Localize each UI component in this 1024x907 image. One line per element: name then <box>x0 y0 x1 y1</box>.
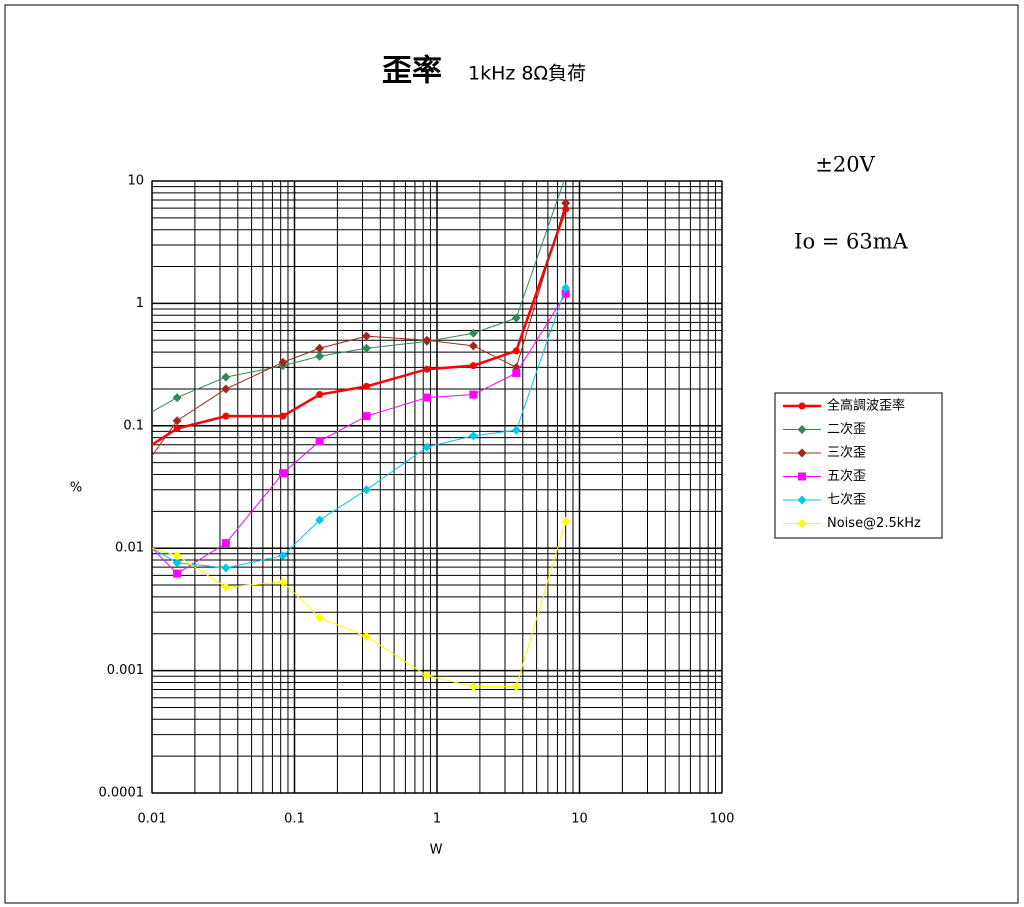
marker <box>797 495 807 505</box>
marker <box>362 412 371 421</box>
marker <box>512 369 521 378</box>
marker <box>361 343 371 353</box>
legend-label: 全高調波歪率 <box>827 398 905 414</box>
marker <box>797 519 807 528</box>
marker <box>797 425 807 434</box>
marker <box>172 393 182 403</box>
marker <box>173 425 181 433</box>
marker <box>221 384 231 394</box>
marker <box>469 390 478 399</box>
x-tick-label: 100 <box>710 812 735 827</box>
marker <box>278 551 288 561</box>
marker <box>798 472 806 481</box>
legend-label: Noise@2.5kHz <box>827 516 921 531</box>
legend-label: 二次歪 <box>827 421 866 437</box>
marker <box>173 569 182 578</box>
marker <box>361 485 371 495</box>
marker <box>468 341 478 351</box>
marker <box>316 391 324 399</box>
marker <box>561 516 571 526</box>
x-tick-label: 10 <box>571 812 588 827</box>
series-line <box>152 287 567 569</box>
y-tick-label: 0.0001 <box>99 786 145 801</box>
marker <box>468 328 478 338</box>
marker <box>278 577 288 587</box>
series-line <box>152 293 567 575</box>
marker <box>512 347 520 355</box>
marker <box>315 343 325 353</box>
marker <box>361 331 371 341</box>
marker <box>422 393 431 402</box>
series-line <box>152 181 565 413</box>
marker <box>315 351 325 361</box>
marker <box>279 412 287 420</box>
chart-subtitle: 1kHz 8Ω負荷 <box>468 63 586 85</box>
marker <box>469 362 477 370</box>
marker <box>361 631 371 641</box>
marker <box>511 313 521 323</box>
chart-title: 歪率 <box>382 54 442 89</box>
marker <box>315 437 324 446</box>
marker <box>422 335 432 345</box>
series-line <box>152 208 567 446</box>
marker <box>172 558 182 568</box>
marker <box>222 412 230 420</box>
y-tick-label: 0.001 <box>107 663 144 678</box>
marker <box>172 416 182 426</box>
y-tick-label: 1 <box>136 296 144 311</box>
marker <box>315 515 325 525</box>
marker <box>561 283 571 293</box>
marker <box>423 365 431 373</box>
marker <box>221 563 231 573</box>
marker <box>511 682 521 692</box>
legend-label: 三次歪 <box>827 445 866 461</box>
marker <box>221 372 231 382</box>
marker <box>278 469 287 478</box>
series-line <box>152 202 567 456</box>
annotation: Io = 63mA <box>794 230 909 254</box>
marker <box>172 551 182 561</box>
x-tick-label: 0.1 <box>284 812 305 827</box>
marker <box>797 448 807 458</box>
legend-box <box>774 392 943 539</box>
marker <box>511 425 521 435</box>
marker <box>278 357 288 367</box>
marker <box>561 289 570 298</box>
y-tick-label: 10 <box>127 174 144 189</box>
marker <box>221 582 231 592</box>
plot-series <box>152 181 571 692</box>
marker <box>468 431 478 441</box>
y-tick-label: 0.1 <box>123 418 144 433</box>
legend-label: 七次歪 <box>827 492 866 508</box>
marker <box>362 382 370 390</box>
marker <box>468 682 478 692</box>
marker <box>422 671 432 681</box>
series-line <box>152 521 567 688</box>
x-axis-label: W <box>430 843 443 858</box>
y-tick-label: 0.01 <box>115 541 144 556</box>
marker <box>422 442 432 452</box>
marker <box>561 198 571 208</box>
annotation: ±20V <box>815 153 875 177</box>
marker <box>315 613 325 623</box>
marker <box>221 539 230 548</box>
x-tick-label: 0.01 <box>138 812 167 827</box>
legend-label: 五次歪 <box>827 468 866 484</box>
y-axis-label: % <box>70 481 82 496</box>
x-tick-label: 1 <box>433 812 441 827</box>
marker <box>798 402 806 410</box>
